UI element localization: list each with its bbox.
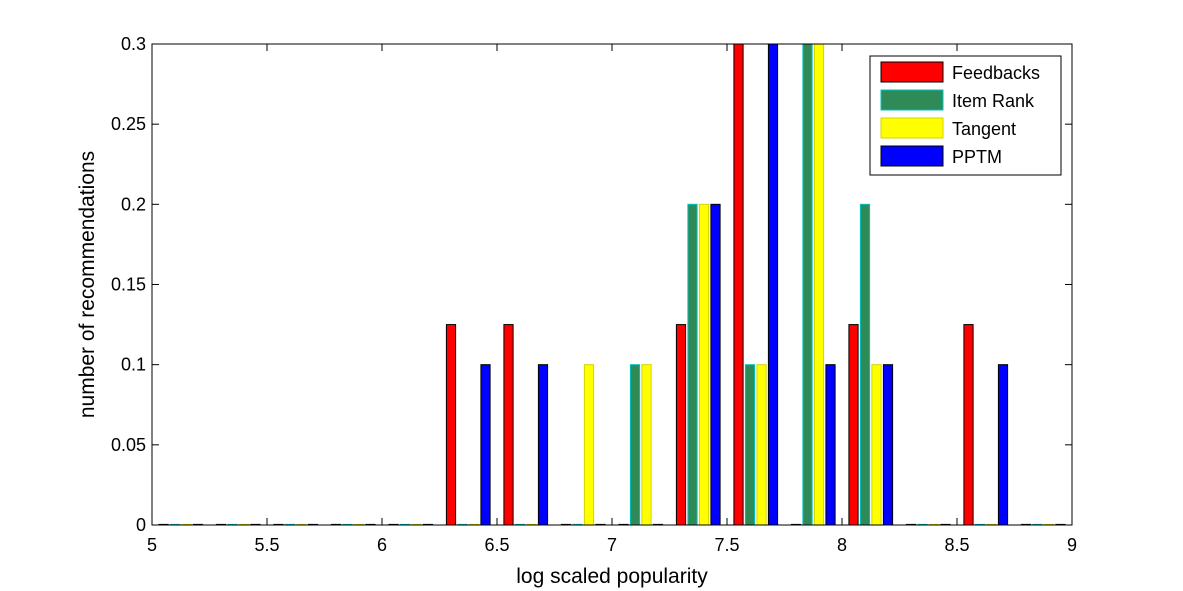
- axes-group: [151, 43, 1073, 526]
- x-tick-label: 7: [607, 535, 617, 555]
- bar-pptm-10: [767, 43, 779, 526]
- bar-item-rank-10: [744, 364, 756, 526]
- y-tick-label: 0: [136, 515, 146, 535]
- y-tick-label: 0.2: [121, 194, 146, 214]
- legend-label: Tangent: [952, 119, 1016, 139]
- bar-feedbacks-9: [675, 324, 687, 526]
- bar-item-rank-12: [859, 203, 871, 526]
- bar-pptm-14: [997, 364, 1009, 526]
- y-tick-label: 0.15: [111, 275, 146, 295]
- x-tick-label: 9: [1067, 535, 1077, 555]
- bar-pptm-6: [537, 364, 549, 526]
- bar-pptm-5: [480, 364, 491, 526]
- y-tick-label: 0.25: [111, 114, 146, 134]
- bar-tangent-8: [641, 364, 652, 526]
- bar-feedbacks-10: [733, 43, 744, 526]
- x-axis-label: log scaled popularity: [516, 565, 708, 588]
- bar-item-rank-11: [802, 43, 813, 526]
- x-tick-label: 8: [837, 535, 847, 555]
- tick-labels-group: 5 5.5 6 6.5 7 7.5 8 8.5 9 0 0.05 0.1 0.15 0.2 0.25 0.3: [111, 34, 1077, 555]
- bar-item-rank-9: [687, 203, 698, 526]
- x-tick-label: 5.5: [254, 535, 279, 555]
- bar-pptm-9: [710, 203, 721, 526]
- bar-tangent-10: [756, 364, 767, 526]
- legend-label: Feedbacks: [952, 63, 1040, 83]
- legend-label: PPTM: [952, 147, 1002, 167]
- x-tick-label: 5: [147, 535, 157, 555]
- y-tick-label: 0.05: [111, 435, 146, 455]
- bar-item-rank-8: [629, 364, 641, 526]
- legend-swatch-pptm: [880, 145, 944, 167]
- x-tick-label: 6: [377, 535, 387, 555]
- bar-tangent-11: [813, 43, 825, 526]
- bar-feedbacks-12: [848, 324, 859, 526]
- bar-feedbacks-14: [963, 324, 974, 526]
- legend-label: Item Rank: [952, 91, 1035, 111]
- bar-tangent-9: [698, 203, 710, 526]
- legend: Feedbacks Item Rank Tangent PPTM: [869, 55, 1062, 176]
- bar-feedbacks-5: [445, 324, 457, 526]
- bar-feedbacks-6: [503, 324, 514, 526]
- x-tick-label: 8.5: [944, 535, 969, 555]
- x-tick-label: 7.5: [714, 535, 739, 555]
- legend-swatch-feedbacks: [880, 61, 944, 83]
- bar-tangent-12: [871, 364, 882, 526]
- bars-group: [158, 43, 1066, 526]
- bar-tangent-7: [583, 364, 595, 526]
- bar-pptm-12: [882, 364, 894, 526]
- legend-swatch-tangent: [880, 117, 944, 139]
- x-tick-label: 6.5: [484, 535, 509, 555]
- bar-pptm-11: [825, 364, 836, 526]
- legend-swatch-item-rank: [880, 89, 944, 111]
- y-tick-label: 0.1: [121, 355, 146, 375]
- y-tick-label: 0.3: [121, 34, 146, 54]
- y-axis-label: number of recommendations: [76, 151, 99, 418]
